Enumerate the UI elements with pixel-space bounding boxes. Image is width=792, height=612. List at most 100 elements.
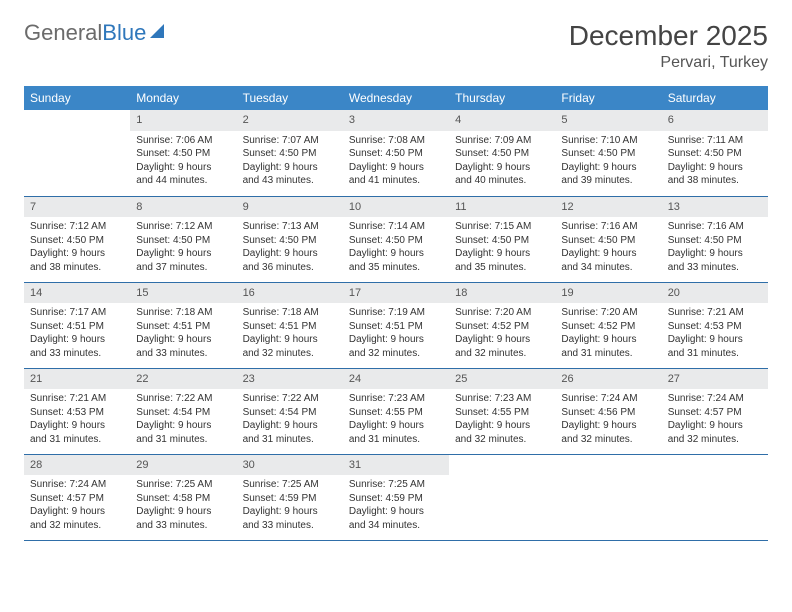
calendar-day-cell: 15Sunrise: 7:18 AMSunset: 4:51 PMDayligh… [130,282,236,368]
calendar-day-cell: 27Sunrise: 7:24 AMSunset: 4:57 PMDayligh… [662,368,768,454]
calendar-day-cell: . [24,110,130,196]
daylight-line: Daylight: 9 hours and 37 minutes. [136,247,230,274]
brand-triangle-icon [150,24,164,38]
calendar-day-cell: . [555,454,661,540]
calendar-day-cell: 5Sunrise: 7:10 AMSunset: 4:50 PMDaylight… [555,110,661,196]
day-content: Sunrise: 7:19 AMSunset: 4:51 PMDaylight:… [343,303,449,366]
calendar-table: SundayMondayTuesdayWednesdayThursdayFrid… [24,86,768,541]
day-content: Sunrise: 7:23 AMSunset: 4:55 PMDaylight:… [449,389,555,452]
day-content: Sunrise: 7:23 AMSunset: 4:55 PMDaylight:… [343,389,449,452]
brand-part2: Blue [102,20,146,45]
calendar-day-cell: 8Sunrise: 7:12 AMSunset: 4:50 PMDaylight… [130,196,236,282]
sunrise-line: Sunrise: 7:25 AM [349,478,443,492]
sunrise-line: Sunrise: 7:08 AM [349,134,443,148]
daylight-line: Daylight: 9 hours and 32 minutes. [561,419,655,446]
calendar-day-cell: 17Sunrise: 7:19 AMSunset: 4:51 PMDayligh… [343,282,449,368]
day-content: Sunrise: 7:20 AMSunset: 4:52 PMDaylight:… [555,303,661,366]
sunrise-line: Sunrise: 7:23 AM [455,392,549,406]
weekday-header: Wednesday [343,86,449,110]
calendar-day-cell: 3Sunrise: 7:08 AMSunset: 4:50 PMDaylight… [343,110,449,196]
weekday-header: Sunday [24,86,130,110]
daylight-line: Daylight: 9 hours and 34 minutes. [349,505,443,532]
sunset-line: Sunset: 4:50 PM [136,147,230,161]
calendar-day-cell: 18Sunrise: 7:20 AMSunset: 4:52 PMDayligh… [449,282,555,368]
day-content: Sunrise: 7:16 AMSunset: 4:50 PMDaylight:… [555,217,661,280]
calendar-day-cell: 12Sunrise: 7:16 AMSunset: 4:50 PMDayligh… [555,196,661,282]
daylight-line: Daylight: 9 hours and 31 minutes. [136,419,230,446]
day-content: Sunrise: 7:18 AMSunset: 4:51 PMDaylight:… [130,303,236,366]
daylight-line: Daylight: 9 hours and 33 minutes. [668,247,762,274]
daylight-line: Daylight: 9 hours and 32 minutes. [243,333,337,360]
sunrise-line: Sunrise: 7:24 AM [668,392,762,406]
day-content: Sunrise: 7:25 AMSunset: 4:58 PMDaylight:… [130,475,236,538]
daylight-line: Daylight: 9 hours and 32 minutes. [455,333,549,360]
sunset-line: Sunset: 4:57 PM [668,406,762,420]
location-label: Pervari, Turkey [569,54,768,72]
daylight-line: Daylight: 9 hours and 32 minutes. [455,419,549,446]
sunset-line: Sunset: 4:51 PM [30,320,124,334]
weekday-header: Friday [555,86,661,110]
sunset-line: Sunset: 4:59 PM [349,492,443,506]
daylight-line: Daylight: 9 hours and 33 minutes. [30,333,124,360]
sunrise-line: Sunrise: 7:10 AM [561,134,655,148]
day-content: Sunrise: 7:15 AMSunset: 4:50 PMDaylight:… [449,217,555,280]
day-content: Sunrise: 7:21 AMSunset: 4:53 PMDaylight:… [24,389,130,452]
calendar-day-cell: 2Sunrise: 7:07 AMSunset: 4:50 PMDaylight… [237,110,343,196]
day-content: Sunrise: 7:13 AMSunset: 4:50 PMDaylight:… [237,217,343,280]
weekday-header: Monday [130,86,236,110]
day-number: 13 [662,197,768,218]
day-number: 31 [343,455,449,476]
day-content: Sunrise: 7:20 AMSunset: 4:52 PMDaylight:… [449,303,555,366]
daylight-line: Daylight: 9 hours and 38 minutes. [30,247,124,274]
daylight-line: Daylight: 9 hours and 32 minutes. [30,505,124,532]
page-header: GeneralBlue December 2025 Pervari, Turke… [24,20,768,72]
calendar-day-cell: 16Sunrise: 7:18 AMSunset: 4:51 PMDayligh… [237,282,343,368]
sunset-line: Sunset: 4:50 PM [561,234,655,248]
day-number: 14 [24,283,130,304]
sunset-line: Sunset: 4:50 PM [668,147,762,161]
day-number: 25 [449,369,555,390]
sunrise-line: Sunrise: 7:21 AM [668,306,762,320]
sunset-line: Sunset: 4:50 PM [455,234,549,248]
day-number: 27 [662,369,768,390]
sunrise-line: Sunrise: 7:09 AM [455,134,549,148]
day-number: 28 [24,455,130,476]
sunrise-line: Sunrise: 7:06 AM [136,134,230,148]
day-content: Sunrise: 7:10 AMSunset: 4:50 PMDaylight:… [555,131,661,194]
day-number: 19 [555,283,661,304]
calendar-week-row: .1Sunrise: 7:06 AMSunset: 4:50 PMDayligh… [24,110,768,196]
calendar-day-cell: 21Sunrise: 7:21 AMSunset: 4:53 PMDayligh… [24,368,130,454]
day-content: Sunrise: 7:12 AMSunset: 4:50 PMDaylight:… [24,217,130,280]
calendar-day-cell: 10Sunrise: 7:14 AMSunset: 4:50 PMDayligh… [343,196,449,282]
day-number: 17 [343,283,449,304]
sunset-line: Sunset: 4:59 PM [243,492,337,506]
sunset-line: Sunset: 4:52 PM [561,320,655,334]
day-content: Sunrise: 7:16 AMSunset: 4:50 PMDaylight:… [662,217,768,280]
brand-text: GeneralBlue [24,20,146,46]
sunset-line: Sunset: 4:54 PM [136,406,230,420]
day-number: 10 [343,197,449,218]
sunrise-line: Sunrise: 7:12 AM [30,220,124,234]
day-number: 16 [237,283,343,304]
daylight-line: Daylight: 9 hours and 33 minutes. [243,505,337,532]
sunrise-line: Sunrise: 7:15 AM [455,220,549,234]
day-content: Sunrise: 7:11 AMSunset: 4:50 PMDaylight:… [662,131,768,194]
day-content: Sunrise: 7:22 AMSunset: 4:54 PMDaylight:… [237,389,343,452]
sunrise-line: Sunrise: 7:24 AM [561,392,655,406]
calendar-day-cell: 1Sunrise: 7:06 AMSunset: 4:50 PMDaylight… [130,110,236,196]
day-number: 29 [130,455,236,476]
calendar-day-cell: 25Sunrise: 7:23 AMSunset: 4:55 PMDayligh… [449,368,555,454]
daylight-line: Daylight: 9 hours and 33 minutes. [136,505,230,532]
sunrise-line: Sunrise: 7:25 AM [136,478,230,492]
month-title: December 2025 [569,20,768,52]
day-number: 20 [662,283,768,304]
daylight-line: Daylight: 9 hours and 31 minutes. [668,333,762,360]
calendar-day-cell: 6Sunrise: 7:11 AMSunset: 4:50 PMDaylight… [662,110,768,196]
calendar-day-cell: 30Sunrise: 7:25 AMSunset: 4:59 PMDayligh… [237,454,343,540]
day-content: Sunrise: 7:24 AMSunset: 4:57 PMDaylight:… [662,389,768,452]
day-content: Sunrise: 7:17 AMSunset: 4:51 PMDaylight:… [24,303,130,366]
calendar-day-cell: 20Sunrise: 7:21 AMSunset: 4:53 PMDayligh… [662,282,768,368]
day-number: 30 [237,455,343,476]
sunrise-line: Sunrise: 7:18 AM [136,306,230,320]
daylight-line: Daylight: 9 hours and 32 minutes. [668,419,762,446]
